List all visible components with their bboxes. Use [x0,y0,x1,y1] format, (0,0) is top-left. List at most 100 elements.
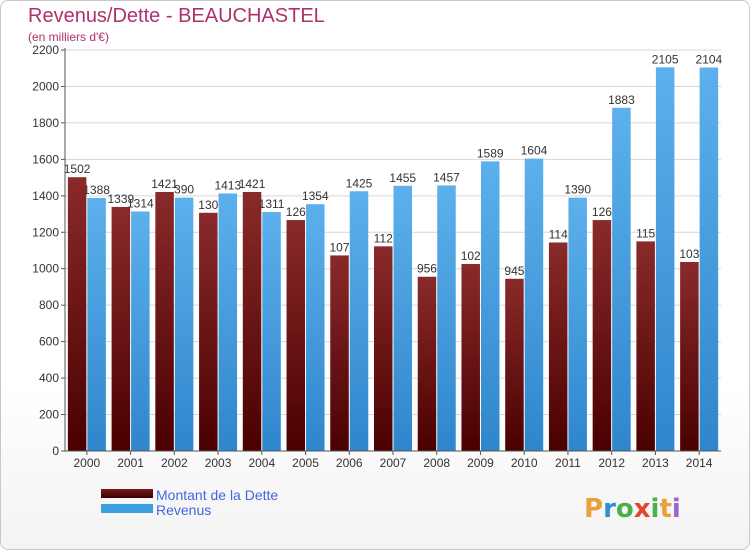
label-revenus-2003: 1413 [214,178,241,192]
logo-letter-p: P [584,494,603,524]
x-tick-label: 2006 [336,456,363,470]
bar-dette-2005 [286,220,306,451]
bar-revenus-2008 [437,185,456,451]
bar-revenus-2006 [349,191,369,452]
chart-subtitle: (en milliers d'€) [28,30,109,44]
bar-revenus-2005 [306,204,325,451]
label-dette-2003: 130 [198,198,218,212]
label-revenus-2000: 1388 [83,183,110,197]
label-dette-2009: 102 [461,249,481,263]
bar-dette-2012 [592,220,612,451]
bar-dette-2008 [417,276,437,451]
label-revenus-2011: 1390 [564,183,591,197]
label-dette-2007: 112 [374,231,393,245]
label-revenus-2005: 1354 [302,189,329,203]
label-dette-2011: 114 [549,227,568,241]
y-tick-label: 0 [52,444,59,458]
label-dette-2008: 956 [417,262,437,276]
grid-layer [65,49,721,452]
y-tick-label: 200 [39,408,59,422]
x-tick-label: 2000 [74,456,101,470]
x-tick-label: 2014 [686,456,713,470]
y-tick-label: 1400 [32,189,59,203]
bar-revenus-2010 [524,158,544,451]
logo-letter-i2: i [672,494,681,524]
x-tick-label: 2004 [248,456,275,470]
label-revenus-2001: 1314 [127,196,154,210]
proxiti-logo: Proxiti [584,494,681,524]
label-dette-2010: 945 [504,264,524,278]
label-revenus-2010: 1604 [521,144,548,158]
logo-letter-o: o [616,494,634,524]
y-tick-label: 400 [39,371,59,385]
bar-dette-2009 [461,263,480,451]
bar-dette-2000 [67,177,87,451]
legend-label-revenue: Revenus [156,502,211,518]
chart-title: Revenus/Dette - BEAUCHASTEL [28,5,325,27]
label-revenus-2012: 1883 [608,93,635,107]
bar-revenus-2004 [262,212,281,451]
label-dette-2014: 103 [679,247,699,261]
bar-dette-2011 [548,242,568,451]
bar-dette-2007 [374,246,393,451]
x-tick-label: 2013 [642,456,669,470]
bar-dette-2004 [242,191,262,451]
bar-revenus-2002 [174,197,194,451]
logo-letter-t: t [659,494,671,524]
y-tick-label: 2200 [32,43,59,57]
bar-revenus-2011 [568,197,587,451]
label-dette-2005: 126 [286,205,306,219]
bar-revenus-2012 [612,107,631,451]
x-tick-label: 2009 [467,456,494,470]
y-tick-label: 1800 [32,116,59,130]
y-tick-label: 1200 [32,225,59,239]
label-revenus-2008: 1457 [433,170,460,184]
x-tick-label: 2002 [161,456,188,470]
x-tick-label: 2007 [380,456,407,470]
bar-revenus-2013 [655,67,675,451]
label-revenus-2009: 1589 [477,146,504,160]
bars-layer [67,67,719,452]
x-tick-label: 2005 [292,456,319,470]
bar-dette-2013 [636,241,655,451]
label-revenus-2014: 2104 [696,52,723,66]
legend: Montant de la Dette Revenus [101,487,278,518]
label-revenus-2004: 1311 [259,197,285,211]
x-tick-label: 2010 [511,456,538,470]
label-revenus-2007: 1455 [389,171,416,185]
label-dette-2006: 107 [330,240,350,254]
bar-revenus-2014 [699,67,719,452]
bar-revenus-2007 [393,185,412,451]
y-tick-label: 1600 [32,152,59,166]
bar-revenus-2003 [218,193,238,451]
label-dette-2002: 1421 [151,177,178,191]
x-tick-label: 2008 [423,456,450,470]
legend-swatch-debt [101,489,153,498]
bar-dette-2006 [330,255,349,451]
bar-revenus-2001 [131,211,150,451]
y-tick-label: 600 [39,335,59,349]
bar-dette-2014 [680,261,699,451]
bar-revenus-2009 [480,161,500,451]
legend-swatch-revenue [101,504,153,513]
label-revenus-2002: 390 [174,183,194,197]
label-dette-2001: 1339 [107,192,134,206]
bar-dette-2001 [111,206,131,451]
x-tick-label: 2011 [555,456,581,470]
y-tick-label: 1000 [32,262,59,276]
label-dette-2013: 115 [636,226,655,240]
legend-label-debt: Montant de la Dette [156,487,278,503]
logo-letter-r: r [603,494,616,524]
label-dette-2000: 1502 [64,162,91,176]
label-revenus-2013: 2105 [652,52,679,66]
bar-revenus-2000 [87,198,106,451]
bar-dette-2003 [199,212,218,451]
axis-layer: 0 200 400 600 800 1000 1200 1400 1600 1800 2000 220… [32,43,721,470]
bar-dette-2010 [505,278,524,451]
x-tick-label: 2003 [205,456,232,470]
y-tick-label: 2000 [32,79,59,93]
logo-letter-x: x [634,494,651,524]
